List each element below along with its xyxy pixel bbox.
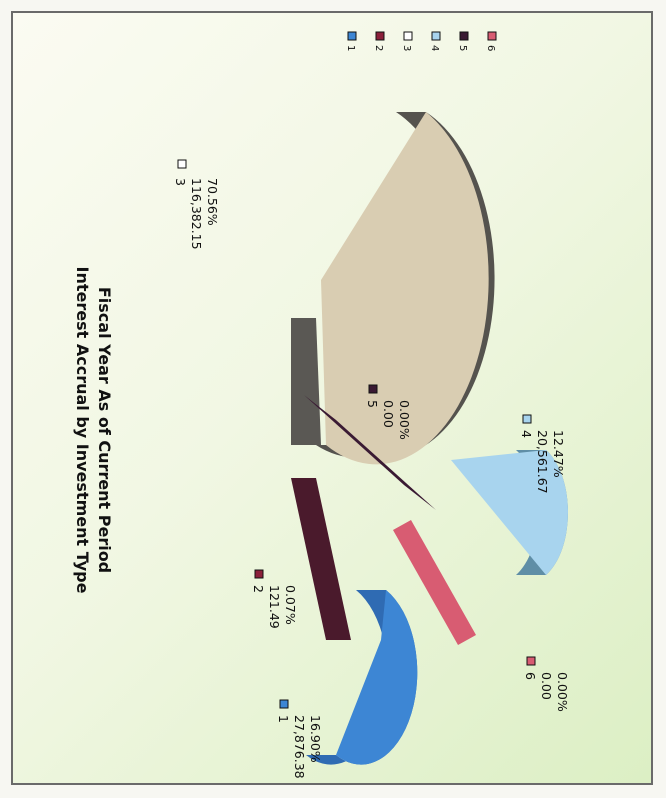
label-percent-4: 12.47% (551, 430, 566, 478)
label-name-5: 5 (365, 400, 380, 408)
label-percent-3: 70.56% (205, 178, 220, 226)
label-swatch-5 (368, 384, 378, 394)
label-name-3: 3 (173, 178, 188, 186)
pie-slice-5 (304, 395, 436, 510)
pie-slice-4 (451, 450, 568, 575)
label-name-4: 4 (519, 430, 534, 438)
label-percent-1: 16.90% (308, 715, 323, 763)
legend-swatch-6 (487, 31, 497, 41)
label-swatch-3 (177, 159, 187, 169)
label-name-6: 6 (523, 672, 538, 680)
label-swatch-1 (279, 699, 289, 709)
legend: 1 2 3 4 5 6 (345, 31, 497, 51)
label-value-1: 27,876.38 (292, 715, 307, 779)
label-value-2: 121.49 (267, 585, 282, 629)
label-percent-2: 0.07% (283, 585, 298, 625)
label-swatch-2 (254, 569, 264, 579)
chart-subtitle: Fiscal Year As of Current Period (95, 287, 114, 573)
data-label-4: 4 20,561.67 12.47% (519, 414, 566, 494)
pie-slice-2 (291, 478, 351, 640)
label-percent-5: 0.00% (397, 400, 412, 440)
legend-swatch-4 (431, 31, 441, 41)
legend-label-5: 5 (457, 45, 468, 51)
legend-swatch-1 (347, 31, 357, 41)
label-value-5: 0.00 (381, 400, 396, 428)
data-label-2: 2 121.49 0.07% (251, 569, 298, 629)
label-value-4: 20,561.67 (535, 430, 550, 494)
legend-swatch-2 (375, 31, 385, 41)
legend-swatch-3 (403, 31, 413, 41)
legend-swatch-5 (459, 31, 469, 41)
data-label-3: 3 116,382.15 70.56% (173, 159, 220, 250)
legend-label-4: 4 (429, 45, 440, 51)
label-value-3: 116,382.15 (189, 178, 204, 250)
label-swatch-6 (526, 656, 536, 666)
pie-slice-1 (306, 590, 418, 765)
data-label-6: 6 0.00 0.00% (523, 656, 570, 712)
legend-label-6: 6 (485, 45, 496, 51)
label-swatch-4 (522, 414, 532, 424)
chart-title: Interest Accrual by Investment Type (73, 267, 92, 594)
legend-label-1: 1 (345, 45, 356, 51)
label-percent-6: 0.00% (555, 672, 570, 712)
data-label-1: 1 27,876.38 16.90% (276, 699, 323, 779)
label-name-2: 2 (251, 585, 266, 593)
pie-slice-6 (393, 520, 476, 645)
legend-label-3: 3 (401, 45, 412, 51)
legend-label-2: 2 (373, 45, 384, 51)
label-value-6: 0.00 (539, 672, 554, 700)
pie-slice-3 (291, 112, 495, 465)
label-name-1: 1 (276, 715, 291, 723)
data-label-5: 5 0.00 0.00% (365, 384, 412, 440)
